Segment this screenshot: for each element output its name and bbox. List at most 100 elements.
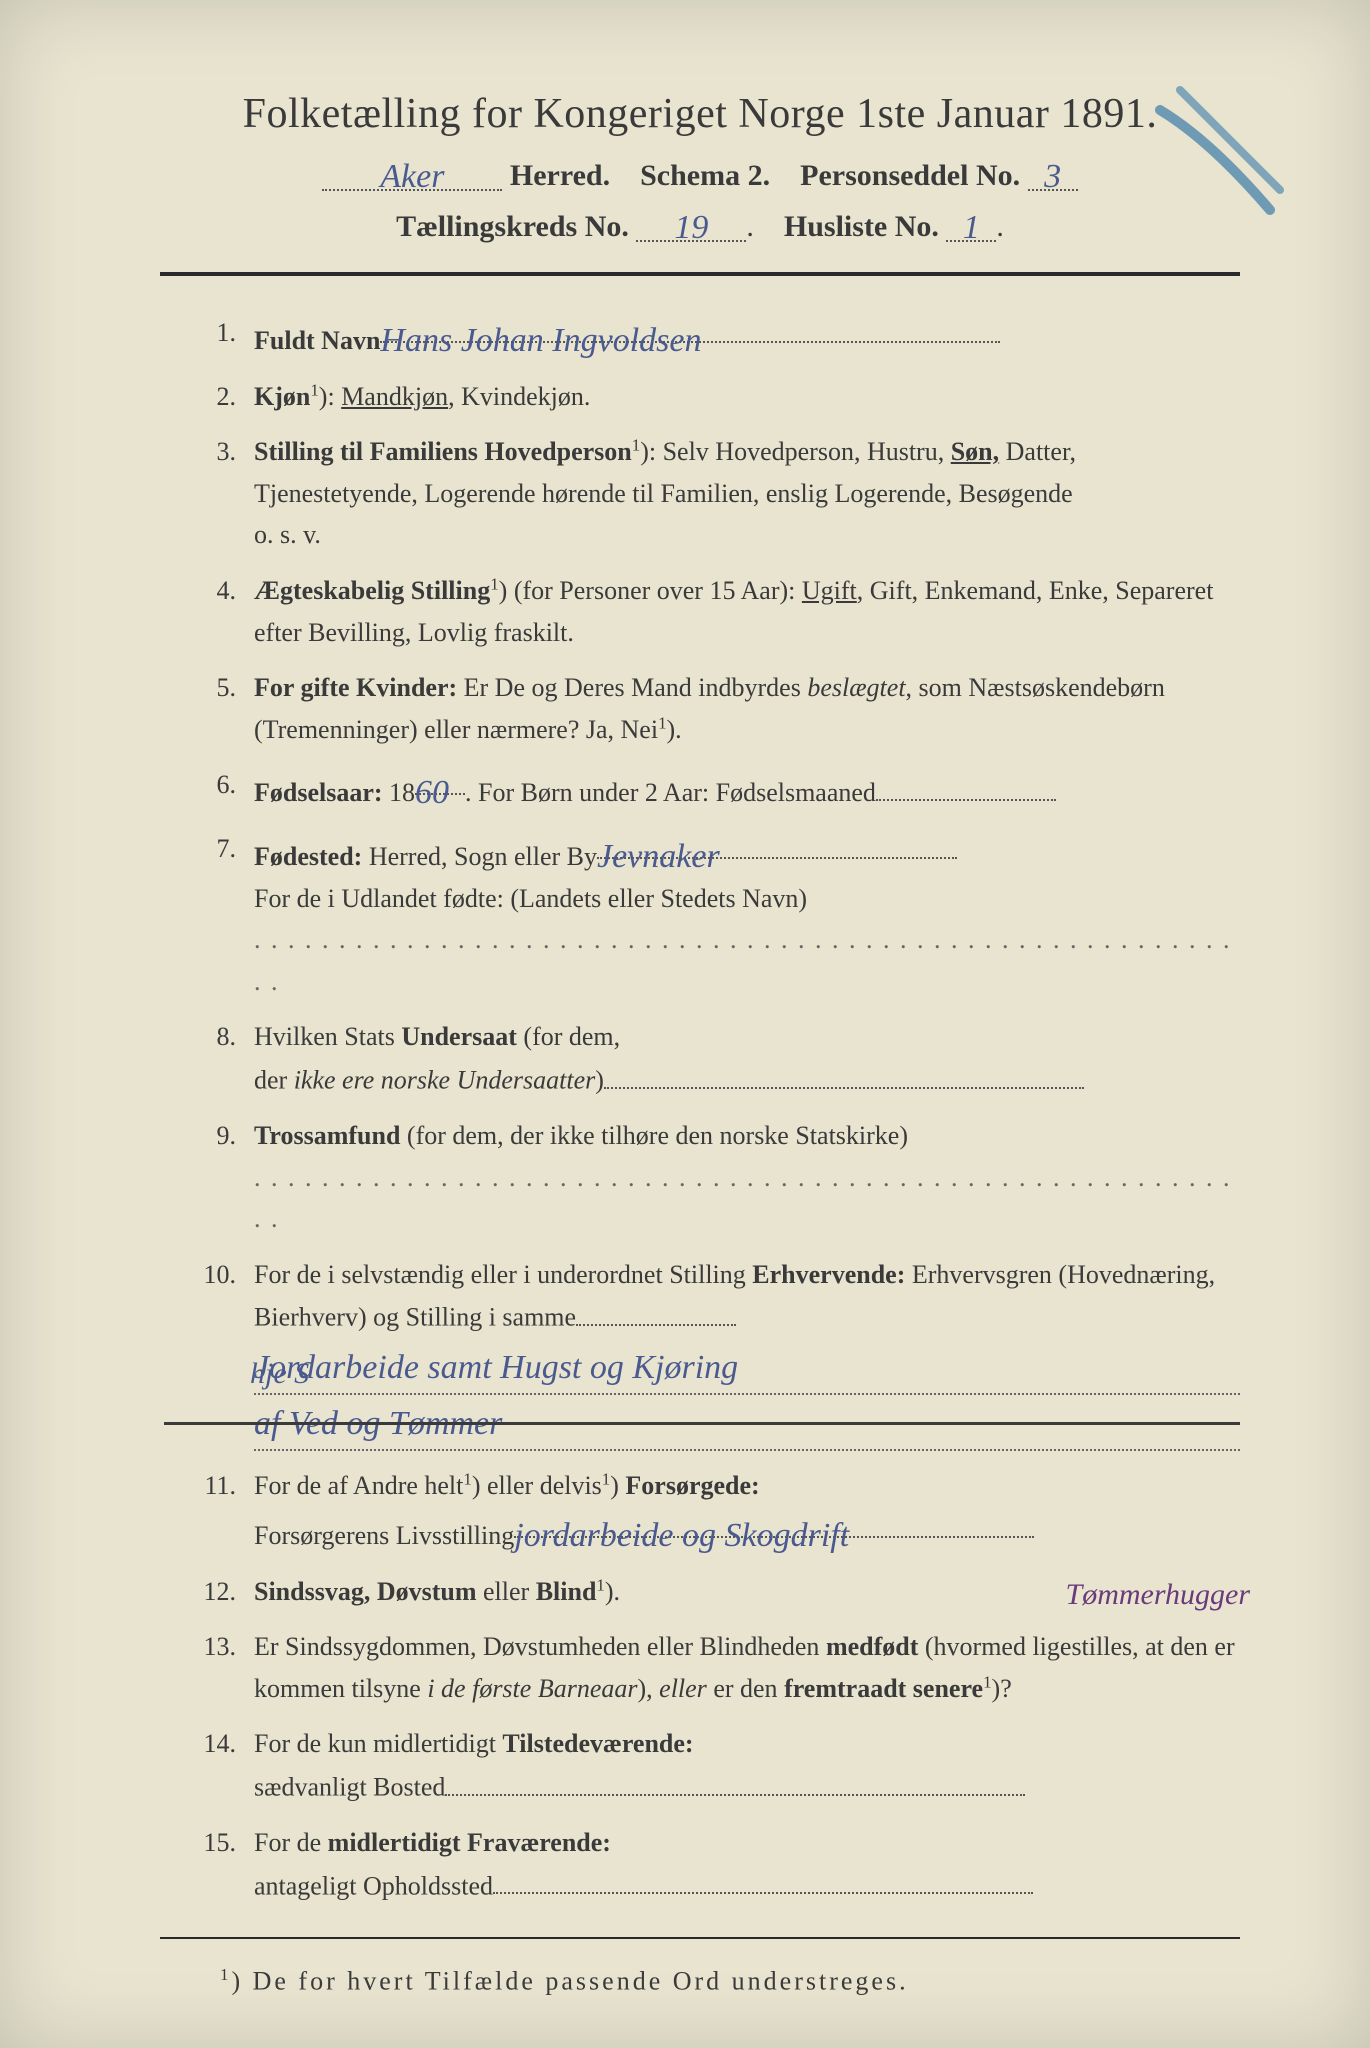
footnote-marker: 1 (220, 1965, 231, 1984)
item-num: 5. (180, 667, 254, 750)
bold: Undersaat (401, 1022, 517, 1051)
margin-note: hje S (250, 1350, 309, 1398)
sup: 1 (602, 1470, 610, 1489)
dotted-blank-line: . . . . . . . . . . . . . . . . . . . . … (254, 919, 1240, 1002)
sup: 1 (490, 574, 498, 593)
year-value: 60 (415, 774, 449, 811)
birthplace-value: Jevnaker (597, 838, 720, 875)
tail: ). (667, 715, 682, 744)
underlined-option: Søn, (951, 437, 999, 466)
forsorger-value: jordarbeide og Skogdrift (514, 1517, 849, 1554)
footnote-text: ) De for hvert Tilfælde passende Ord und… (231, 1967, 908, 1996)
underlined-option: Mandkjøn (341, 382, 448, 411)
item-content: For de i selvstændig eller i underordnet… (254, 1254, 1240, 1452)
item-6: 6. Fødselsaar: 1860. For Børn under 2 Aa… (180, 764, 1240, 814)
opholdssted-field (493, 1864, 1033, 1895)
item-15: 15. For de midlertidigt Fraværende: anta… (180, 1822, 1240, 1907)
form-items: 1. Fuldt NavnHans Johan Ingvoldsen 2. Kj… (160, 312, 1240, 1907)
item-num: 9. (180, 1115, 254, 1240)
item-content: For de midlertidigt Fraværende: antageli… (254, 1822, 1240, 1907)
taellingskreds-label: Tællingskreds No. (396, 210, 629, 243)
year-field: 60 (415, 764, 465, 795)
item-content: Stilling til Familiens Hovedperson1): Se… (254, 431, 1240, 556)
item-label: Fødested: (254, 842, 362, 871)
line2-label: Forsørgerens Livsstilling (254, 1521, 514, 1550)
text: ): (319, 382, 341, 411)
herred-label: Herred. (510, 159, 610, 192)
name-field: Hans Johan Ingvoldsen (380, 312, 1000, 343)
birthplace-field: Jevnaker (597, 828, 957, 859)
item-num: 3. (180, 431, 254, 556)
item-content: For gifte Kvinder: Er De og Deres Mand i… (254, 667, 1240, 750)
form-title: Folketælling for Kongeriget Norge 1ste J… (160, 90, 1240, 138)
sup: 1 (632, 436, 640, 455)
personseddel-field: 3 (1028, 156, 1078, 191)
item-content: Hvilken Stats Undersaat (for dem, der ik… (254, 1016, 1240, 1101)
line2: der ikke ere norske Undersaatter) (254, 1058, 1240, 1101)
item-label: Fødselsaar: (254, 778, 383, 807)
item-14: 14. For de kun midlertidigt Tilstedevære… (180, 1723, 1240, 1808)
name-value: Hans Johan Ingvoldsen (380, 322, 701, 359)
tail: )? (992, 1674, 1012, 1703)
taellingskreds-field: 19 (636, 207, 746, 242)
item-num: 6. (180, 764, 254, 814)
occupation-line1: Jordarbeide samt Hugst og Kjøring (254, 1339, 1240, 1395)
margin-annotation: Tømmerhugger (1066, 1571, 1250, 1619)
item-content: Fødested: Herred, Sogn eller ByJevnaker … (254, 828, 1240, 1002)
item-12: 12. Sindssvag, Døvstum eller Blind1). Tø… (180, 1571, 1240, 1613)
italic: i de første Barneaar (427, 1674, 637, 1703)
item-num: 8. (180, 1016, 254, 1101)
husliste-field: 1 (946, 207, 996, 242)
bold: midlertidigt Fraværende: (328, 1828, 611, 1857)
line2-label: antageligt Opholdssted (254, 1871, 493, 1900)
bold: Tilstedeværende: (502, 1729, 693, 1758)
item-1: 1. Fuldt NavnHans Johan Ingvoldsen (180, 312, 1240, 362)
item-11: 11. For de af Andre helt1) eller delvis1… (180, 1465, 1240, 1556)
item-7: 7. Fødested: Herred, Sogn eller ByJevnak… (180, 828, 1240, 1002)
schema-label: Schema 2. (640, 159, 770, 192)
item-label: Kjøn (254, 382, 310, 411)
item-3: 3. Stilling til Familiens Hovedperson1):… (180, 431, 1240, 556)
sup: 1 (310, 380, 318, 399)
sup: 1 (658, 713, 666, 732)
footnote: 1) De for hvert Tilfælde passende Ord un… (160, 1965, 1240, 1997)
header-line-3: Tællingskreds No. 19. Husliste No. 1. (160, 207, 1240, 244)
line2: antageligt Opholdssted (254, 1864, 1240, 1907)
header-rule (160, 272, 1240, 276)
item-content: Ægteskabelig Stilling1) (for Personer ov… (254, 570, 1240, 653)
taellingskreds-value: 19 (674, 209, 708, 246)
header-line-2: Aker Herred. Schema 2. Personseddel No. … (160, 156, 1240, 193)
item-10: 10. For de i selvstændig eller i underor… (180, 1254, 1240, 1452)
occupation-value-2: af Ved og Tømmer (254, 1405, 502, 1442)
item-tail: o. s. v. (254, 514, 1240, 556)
item-13: 13. Er Sindssygdommen, Døvstumheden elle… (180, 1626, 1240, 1709)
text: Herred, Sogn eller By (362, 842, 597, 871)
birthmonth-field (876, 771, 1056, 802)
item-num: 13. (180, 1626, 254, 1709)
bold: Forsørgede: (625, 1471, 759, 1500)
husliste-value: 1 (963, 209, 980, 246)
item-num: 15. (180, 1822, 254, 1907)
tail: ). (605, 1577, 620, 1606)
item-content: For de kun midlertidigt Tilstedeværende:… (254, 1723, 1240, 1808)
item-label: For gifte Kvinder: (254, 673, 457, 702)
label2: Blind (536, 1577, 597, 1606)
dotted-blank-line: . . . . . . . . . . . . . . . . . . . . … (254, 1157, 1240, 1240)
line2: Forsørgerens Livsstillingjordarbeide og … (254, 1507, 1240, 1557)
sup: 1 (463, 1470, 471, 1489)
field (576, 1295, 736, 1326)
herred-field: Aker (322, 156, 502, 191)
item-label: Stilling til Familiens Hovedperson (254, 437, 632, 466)
occupation-value-1: Jordarbeide samt Hugst og Kjøring (254, 1349, 738, 1386)
underlined-option: Ugift (802, 576, 857, 605)
occupation-line2: af Ved og Tømmer (254, 1395, 1240, 1451)
item-5: 5. For gifte Kvinder: Er De og Deres Man… (180, 667, 1240, 750)
item-label: Fuldt Navn (254, 326, 380, 355)
item-2: 2. Kjøn1): Mandkjøn, Kvindekjøn. (180, 376, 1240, 418)
bold2: fremtraadt senere (784, 1674, 983, 1703)
text2: ) eller delvis (472, 1471, 602, 1500)
item-content: Er Sindssygdommen, Døvstumheden eller Bl… (254, 1626, 1240, 1709)
item-content: Kjøn1): Mandkjøn, Kvindekjøn. (254, 376, 1240, 418)
item-content: Fødselsaar: 1860. For Børn under 2 Aar: … (254, 764, 1240, 814)
line2: For de i Udlandet fødte: (Landets eller … (254, 878, 1240, 920)
